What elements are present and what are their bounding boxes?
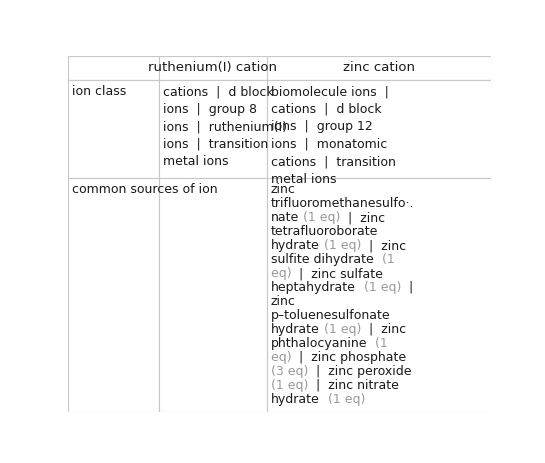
Text: (1 eq): (1 eq) [319,239,365,252]
Text: (1 eq): (1 eq) [299,211,344,224]
Text: p–toluenesulfonate: p–toluenesulfonate [271,309,390,322]
Text: trifluoromethanesulfo·.: trifluoromethanesulfo·. [271,197,414,210]
Bar [68,80,159,178]
Text: hydrate: hydrate [271,323,319,336]
Text: (1 eq): (1 eq) [319,393,365,406]
Bar [267,56,490,80]
Bar [267,178,490,412]
Text: (1: (1 [367,337,388,350]
Bar [159,80,267,178]
Text: eq): eq) [271,351,295,364]
Bar [159,178,267,412]
Bar [68,56,159,80]
Text: zinc: zinc [271,183,296,196]
Bar [68,178,159,412]
Text: phthalocyanine: phthalocyanine [271,337,367,350]
Text: |  zinc: | zinc [344,211,386,224]
Text: (1: (1 [374,253,395,266]
Text: |: | [405,281,413,294]
Text: cations  |  d block
ions  |  group 8
ions  |  ruthenium(I)
ions  |  transition
m: cations | d block ions | group 8 ions | … [163,85,287,168]
Text: zinc: zinc [271,295,296,308]
Text: |  zinc: | zinc [365,323,406,336]
Text: sulfite dihydrate: sulfite dihydrate [271,253,374,266]
Text: ion class: ion class [72,85,126,98]
Text: |  zinc sulfate: | zinc sulfate [295,267,383,280]
Text: hydrate: hydrate [271,239,319,252]
Text: tetrafluoroborate: tetrafluoroborate [271,225,378,238]
Bar [267,80,490,178]
Text: (3 eq): (3 eq) [271,365,312,378]
Text: |  zinc nitrate: | zinc nitrate [312,379,399,392]
Text: |  zinc: | zinc [365,239,406,252]
Text: eq): eq) [271,267,295,280]
Text: (1 eq): (1 eq) [319,323,365,336]
Text: zinc cation: zinc cation [343,61,415,74]
Text: hydrate: hydrate [271,393,319,406]
Text: heptahydrate: heptahydrate [271,281,356,294]
Text: biomolecule ions  |
cations  |  d block
ions  |  group 12
ions  |  monatomic
cat: biomolecule ions | cations | d block ion… [271,85,396,186]
Text: (1 eq): (1 eq) [271,379,312,392]
Text: ruthenium(I) cation: ruthenium(I) cation [148,61,277,74]
Text: |  zinc phosphate: | zinc phosphate [295,351,407,364]
Text: common sources of ion: common sources of ion [72,183,218,196]
Text: nate: nate [271,211,299,224]
Bar [159,56,267,80]
Text: |  zinc peroxide: | zinc peroxide [312,365,411,378]
Text: (1 eq): (1 eq) [356,281,405,294]
